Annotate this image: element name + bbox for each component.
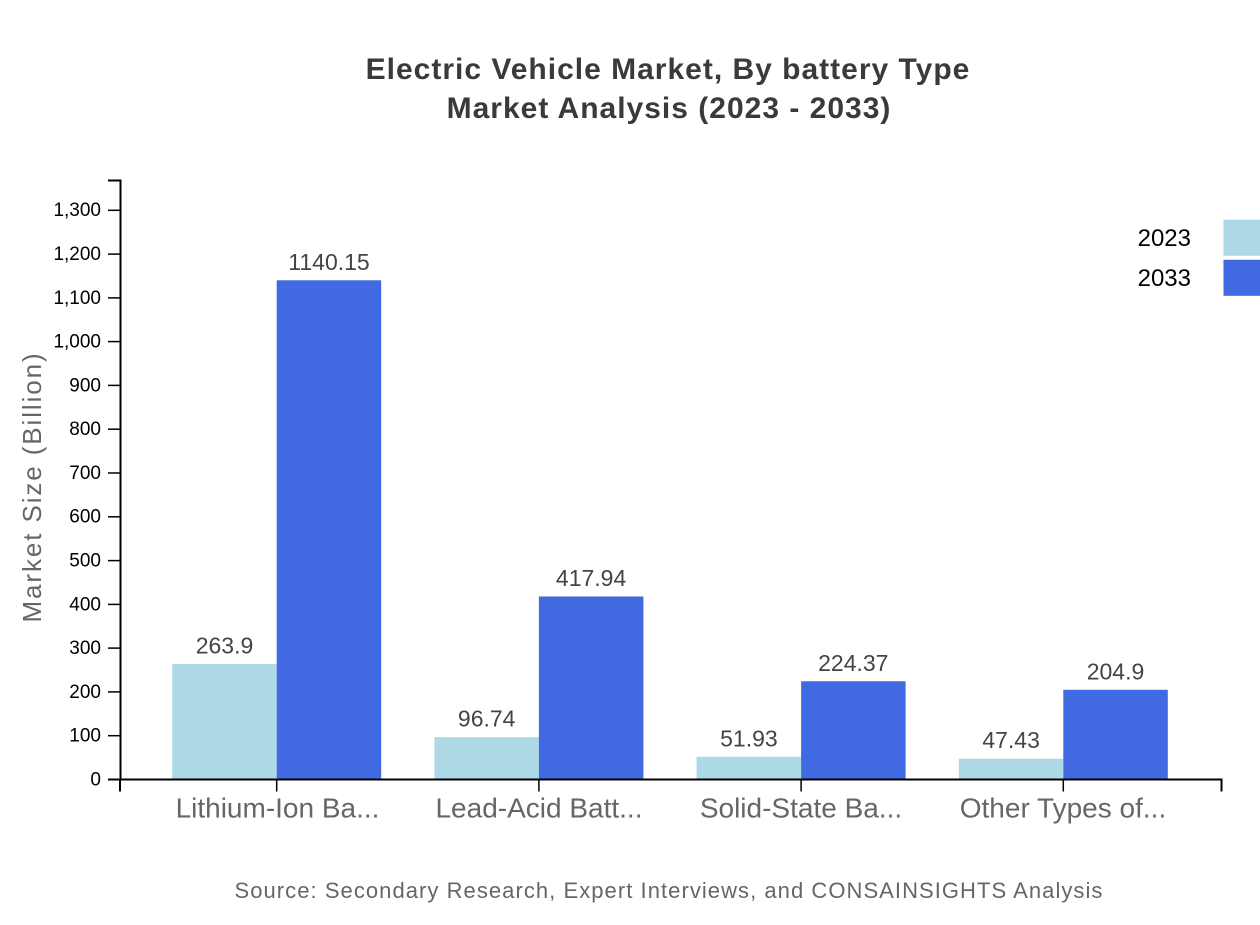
svg-text:Lithium-Ion Ba...: Lithium-Ion Ba... bbox=[176, 793, 380, 824]
svg-text:Lead-Acid Batt...: Lead-Acid Batt... bbox=[435, 793, 642, 824]
svg-text:224.37: 224.37 bbox=[818, 650, 888, 676]
svg-text:2023: 2023 bbox=[1138, 225, 1191, 252]
svg-text:204.9: 204.9 bbox=[1087, 658, 1145, 684]
svg-text:Other Types of...: Other Types of... bbox=[960, 793, 1166, 824]
svg-text:Source: Secondary Research, Ex: Source: Secondary Research, Expert Inter… bbox=[235, 878, 1104, 903]
svg-text:47.43: 47.43 bbox=[982, 727, 1040, 753]
svg-text:400: 400 bbox=[69, 594, 101, 615]
svg-text:Solid-State Ba...: Solid-State Ba... bbox=[700, 793, 902, 824]
svg-text:Electric Vehicle Market, By ba: Electric Vehicle Market, By battery Type bbox=[366, 53, 971, 86]
svg-text:300: 300 bbox=[69, 638, 101, 659]
svg-text:200: 200 bbox=[69, 682, 101, 703]
svg-text:0: 0 bbox=[90, 769, 101, 790]
svg-text:700: 700 bbox=[69, 463, 101, 484]
svg-text:1,300: 1,300 bbox=[53, 200, 101, 221]
svg-text:51.93: 51.93 bbox=[720, 725, 778, 751]
svg-text:2033: 2033 bbox=[1138, 265, 1191, 292]
svg-text:900: 900 bbox=[69, 375, 101, 396]
svg-text:600: 600 bbox=[69, 507, 101, 528]
svg-text:1140.15: 1140.15 bbox=[288, 249, 369, 275]
svg-text:96.74: 96.74 bbox=[458, 706, 516, 732]
svg-text:Market Analysis (2023 - 2033): Market Analysis (2023 - 2033) bbox=[447, 92, 892, 125]
svg-text:1,000: 1,000 bbox=[53, 332, 101, 353]
svg-text:800: 800 bbox=[69, 419, 101, 440]
svg-text:263.9: 263.9 bbox=[196, 632, 254, 658]
svg-text:1,200: 1,200 bbox=[53, 244, 101, 265]
svg-text:1,100: 1,100 bbox=[53, 288, 101, 309]
svg-text:Market Size (Billion): Market Size (Billion) bbox=[17, 351, 47, 622]
svg-text:500: 500 bbox=[69, 551, 101, 572]
svg-text:100: 100 bbox=[69, 726, 101, 747]
svg-text:417.94: 417.94 bbox=[556, 565, 627, 591]
